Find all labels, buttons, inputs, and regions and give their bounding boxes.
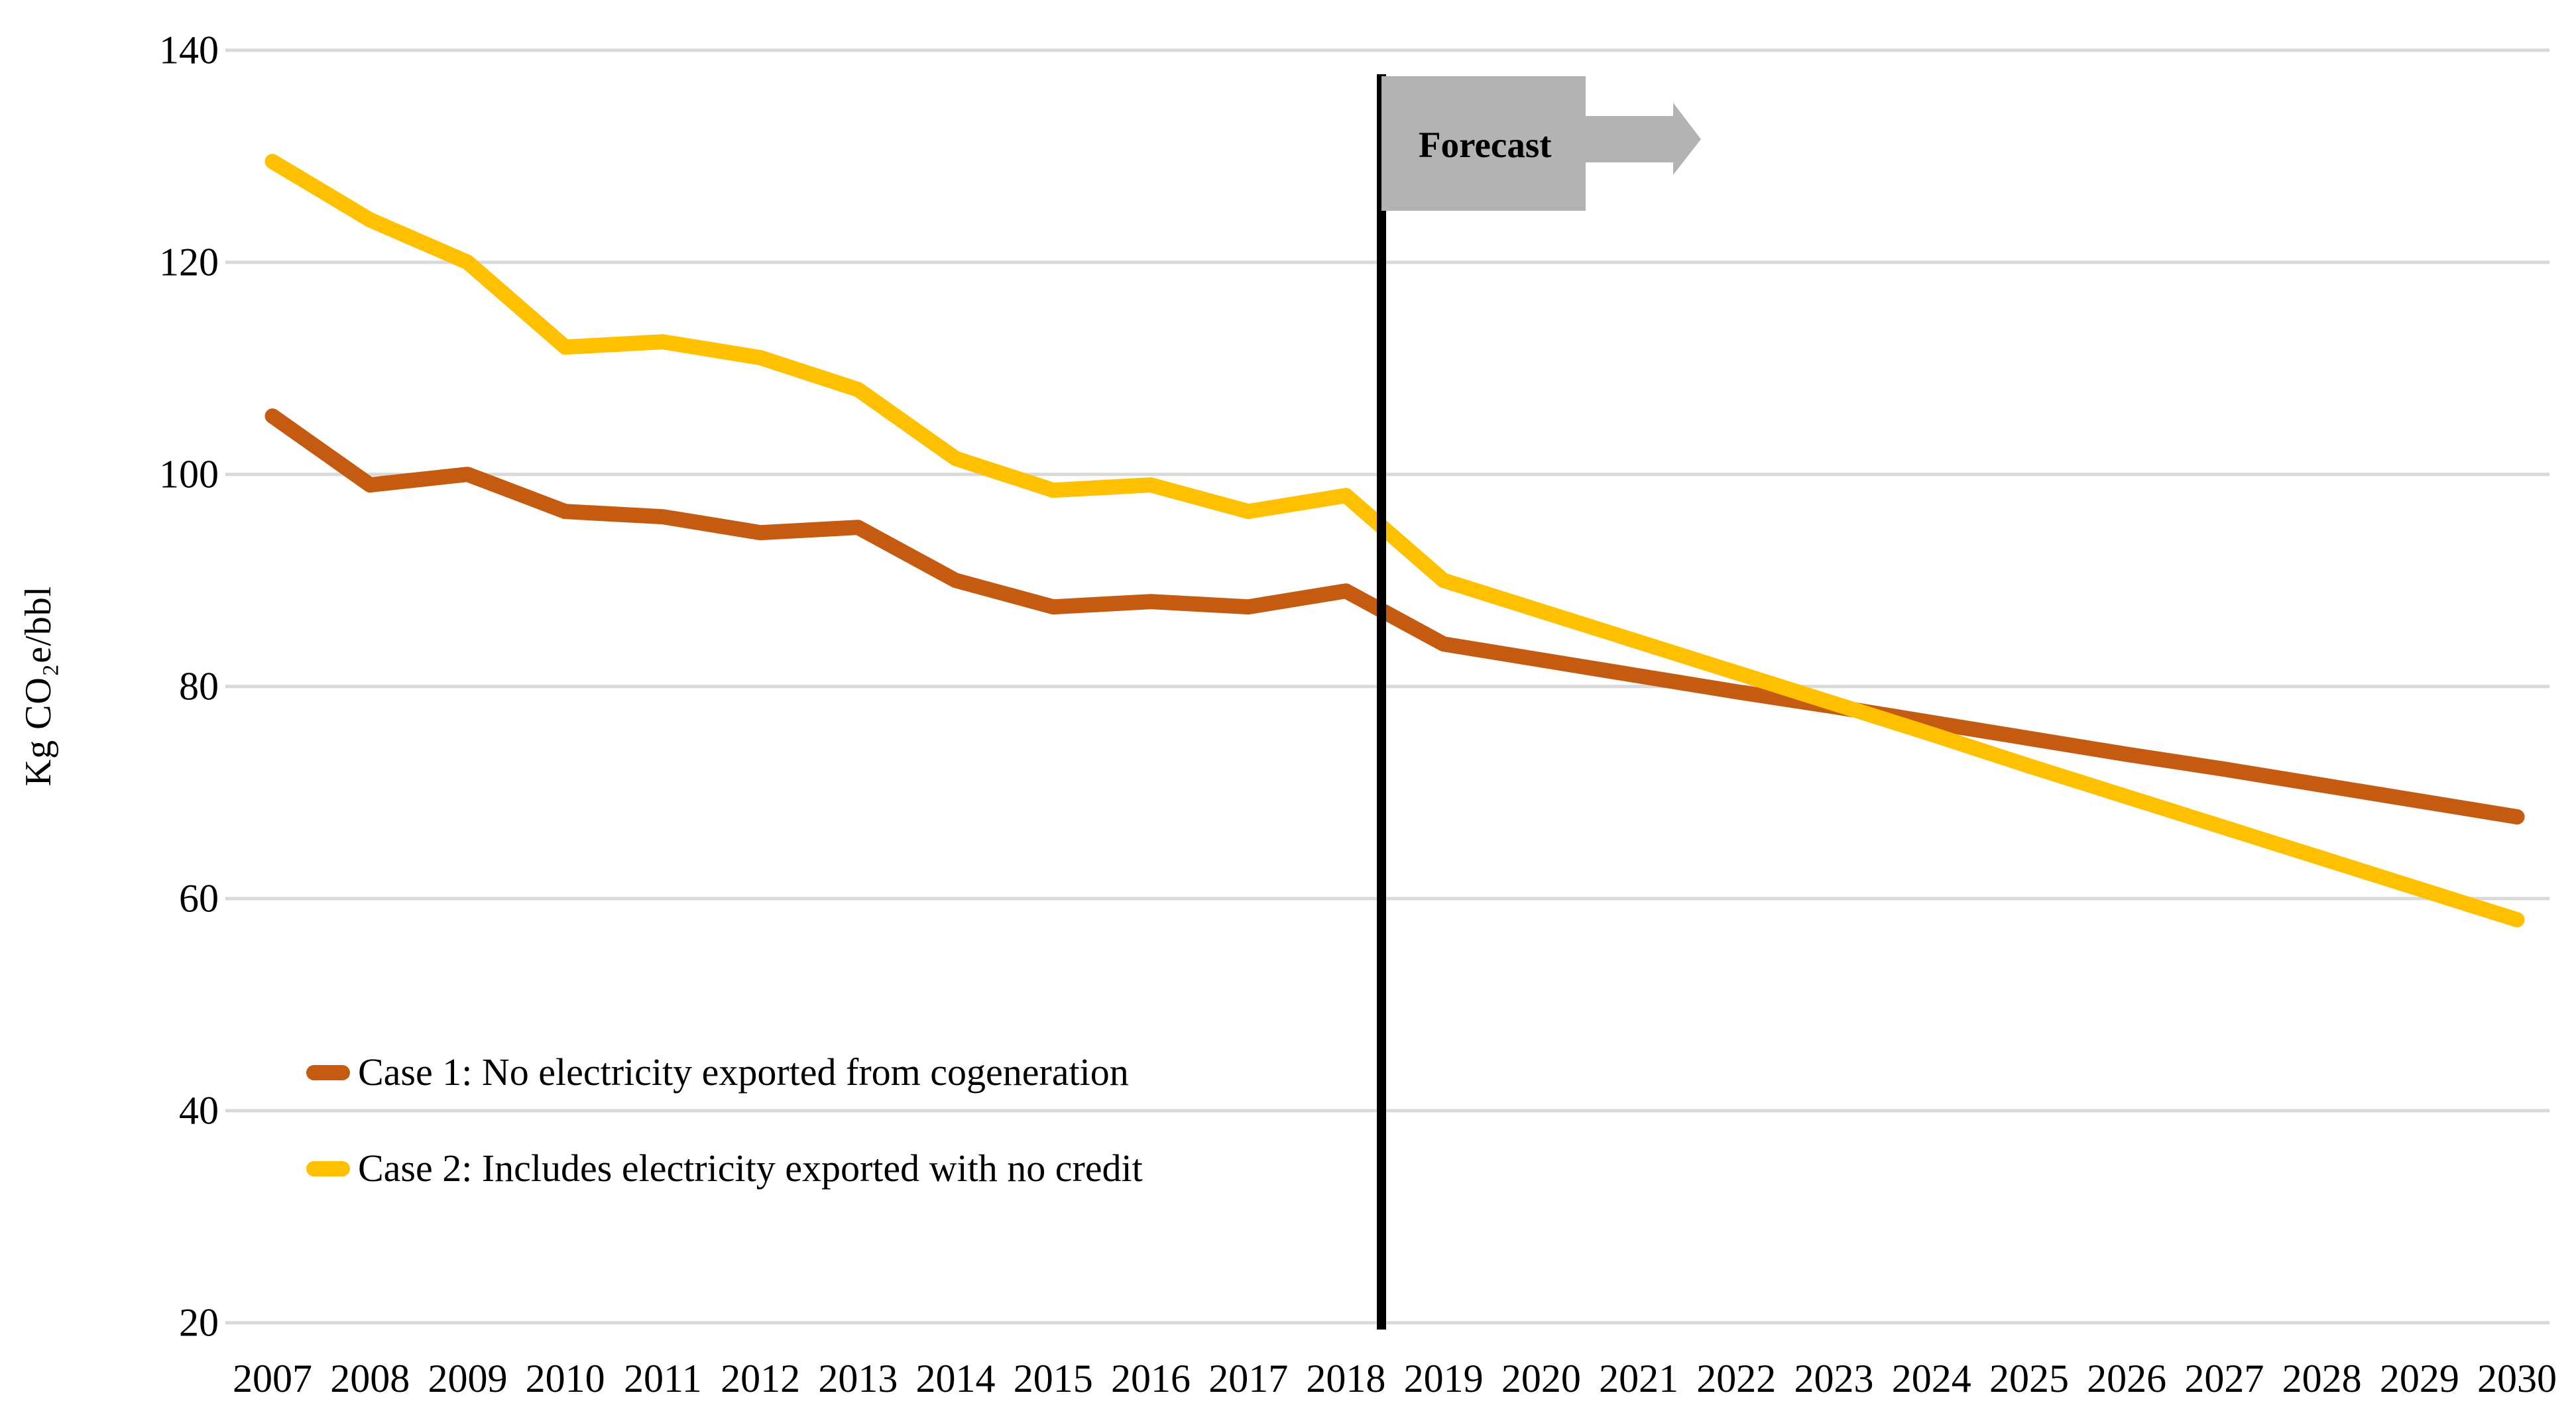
x-tick-label-2007: 2007 <box>233 1357 312 1400</box>
x-tick-label-2029: 2029 <box>2380 1357 2459 1400</box>
gridlines <box>225 48 2549 1325</box>
forecast-arrow-shaft <box>1586 116 1673 162</box>
y-tick-label-80: 80 <box>179 665 219 708</box>
x-tick-label-2027: 2027 <box>2184 1357 2264 1400</box>
forecast-label: Forecast <box>1419 125 1552 165</box>
y-tick-label-40: 40 <box>179 1089 219 1133</box>
x-tick-label-2023: 2023 <box>1794 1357 1874 1400</box>
case1-line <box>264 408 2525 824</box>
case1-line-swatch-icon <box>306 1064 350 1080</box>
x-tick-label-2026: 2026 <box>2087 1357 2166 1400</box>
y-axis-title: Kg CO₂e/bbl <box>18 585 59 787</box>
y-axis-tick-labels: 20 40 60 80 100 120 140 <box>159 28 219 1345</box>
x-tick-label-2009: 2009 <box>428 1357 507 1400</box>
x-tick-label-2030: 2030 <box>2477 1357 2557 1400</box>
case2-line-swatch-icon <box>306 1161 350 1176</box>
x-tick-label-2018: 2018 <box>1306 1357 1385 1400</box>
x-axis-tick-labels: 2007 2008 2009 2010 2011 2012 2013 2014 2015 2016… <box>233 1357 2557 1400</box>
x-tick-label-2016: 2016 <box>1111 1357 1191 1400</box>
x-tick-label-2019: 2019 <box>1404 1357 1484 1400</box>
forecast-annotation: Forecast <box>1377 74 1701 1330</box>
case2-line <box>264 154 2525 928</box>
x-tick-label-2010: 2010 <box>526 1357 605 1400</box>
x-tick-label-2008: 2008 <box>330 1357 410 1400</box>
x-tick-label-2025: 2025 <box>1989 1357 2069 1400</box>
x-tick-label-2021: 2021 <box>1599 1357 1678 1400</box>
y-tick-label-20: 20 <box>179 1301 219 1345</box>
data-series-lines <box>264 154 2525 928</box>
y-tick-label-140: 140 <box>159 28 219 72</box>
x-tick-label-2028: 2028 <box>2282 1357 2362 1400</box>
legend: Case 1: No electricity exported from cog… <box>306 1052 1143 1245</box>
legend-item-case2: Case 2: Includes electricity exported wi… <box>306 1149 1143 1188</box>
x-tick-label-2020: 2020 <box>1501 1357 1581 1400</box>
x-tick-label-2017: 2017 <box>1208 1357 1288 1400</box>
y-tick-label-120: 120 <box>159 241 219 284</box>
x-tick-label-2012: 2012 <box>721 1357 800 1400</box>
legend-item-case1: Case 1: No electricity exported from cog… <box>306 1052 1143 1092</box>
y-tick-label-100: 100 <box>159 453 219 496</box>
forecast-arrow-head-icon <box>1673 103 1701 175</box>
legend-label-case2: Case 2: Includes electricity exported wi… <box>358 1147 1143 1190</box>
x-tick-label-2015: 2015 <box>1014 1357 1093 1400</box>
x-tick-label-2022: 2022 <box>1696 1357 1776 1400</box>
x-tick-label-2011: 2011 <box>624 1357 702 1400</box>
x-tick-label-2013: 2013 <box>818 1357 898 1400</box>
legend-label-case1: Case 1: No electricity exported from cog… <box>358 1050 1129 1094</box>
x-tick-label-2024: 2024 <box>1892 1357 1971 1400</box>
y-tick-label-60: 60 <box>179 877 219 921</box>
forecast-label-box <box>1381 76 1586 211</box>
x-tick-label-2014: 2014 <box>916 1357 996 1400</box>
